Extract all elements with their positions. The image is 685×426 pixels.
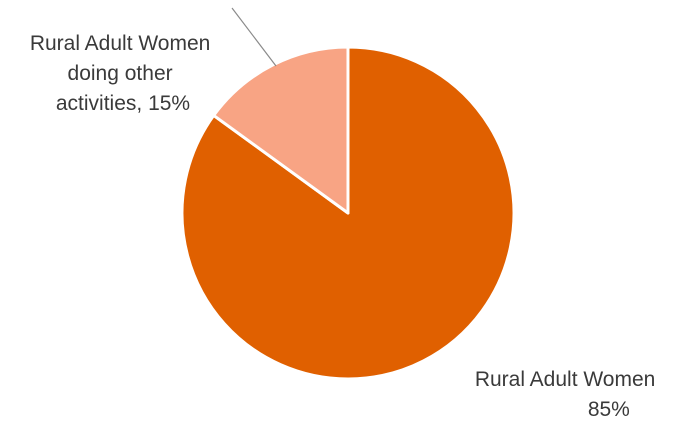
- data-label-other-line-3: activities, 15%: [56, 92, 190, 115]
- data-label-farming-line-1: Rural Adult Women: [475, 368, 656, 391]
- leader-line: [231, 7, 277, 67]
- data-label-other-line-1: Rural Adult Women: [30, 32, 211, 55]
- data-label-other-activities: Rural Adult Women doing other activities…: [30, 32, 216, 115]
- pie-slice-other-activities: [212, 45, 350, 215]
- data-label-other-line-2: doing other: [68, 62, 173, 85]
- occluding-band: [300, 394, 586, 426]
- pie-slices: [180, 45, 516, 381]
